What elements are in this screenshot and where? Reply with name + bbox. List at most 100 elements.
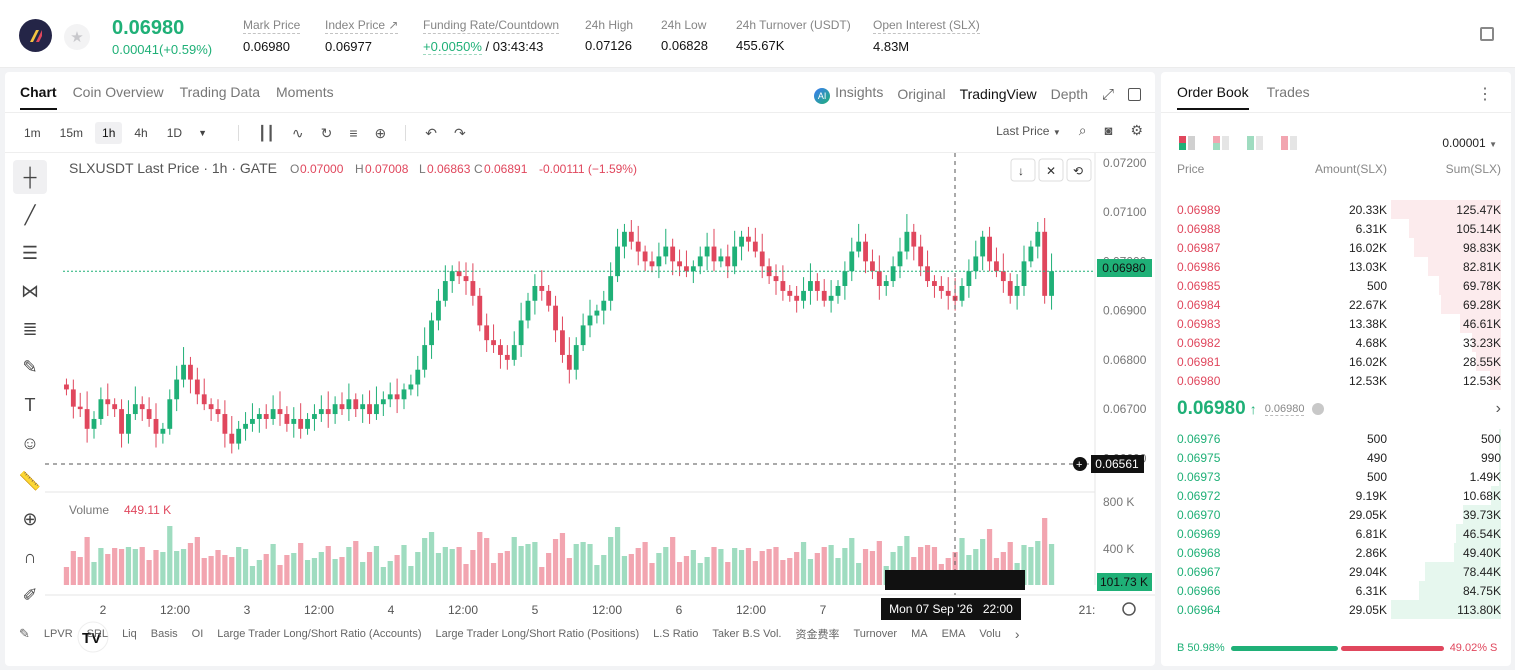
- view-tradingview[interactable]: TradingView: [959, 86, 1037, 102]
- mode-both-icon[interactable]: [1179, 136, 1195, 150]
- ask-row[interactable]: 0.06989 20.33K 125.47K: [1177, 200, 1501, 219]
- indicator-item[interactable]: Large Trader Long/Short Ratio (Positions…: [435, 628, 640, 640]
- tab-order-book[interactable]: Order Book: [1177, 84, 1249, 110]
- timeframe-1m[interactable]: 1m: [24, 126, 41, 140]
- indicator-item[interactable]: LPVR: [43, 628, 73, 640]
- depth-bar: [1462, 505, 1501, 524]
- crosshair-tool-icon[interactable]: ┼: [13, 160, 47, 194]
- stat-label[interactable]: Open Interest (SLX): [873, 18, 980, 34]
- bid-row[interactable]: 0.06969 6.81K 46.54K: [1177, 524, 1501, 543]
- ask-row[interactable]: 0.06980 12.53K 12.53K: [1177, 371, 1501, 390]
- tab-chart[interactable]: Chart: [20, 84, 57, 110]
- brush-tool-icon[interactable]: ✎: [22, 356, 38, 377]
- stat-label[interactable]: Funding Rate/Countdown: [423, 18, 560, 34]
- view-insights[interactable]: AI Insights: [814, 84, 883, 104]
- indicator-item[interactable]: EMA: [941, 628, 966, 640]
- candle-body: [842, 271, 848, 286]
- more-options-icon[interactable]: ⋮: [1477, 86, 1493, 103]
- bid-row[interactable]: 0.06976 500 500: [1177, 429, 1501, 448]
- indicator-item[interactable]: Large Trader Long/Short Ratio (Accounts): [217, 628, 422, 640]
- ask-row[interactable]: 0.06985 500 69.78K: [1177, 276, 1501, 295]
- indicator-item[interactable]: MA: [911, 628, 928, 640]
- bid-row[interactable]: 0.06966 6.31K 84.75K: [1177, 581, 1501, 600]
- timeframe-1h[interactable]: 1h: [95, 122, 123, 144]
- indicator-item[interactable]: OI: [191, 628, 204, 640]
- bid-row[interactable]: 0.06967 29.04K 78.44K: [1177, 562, 1501, 581]
- redo-icon[interactable]: ↷: [453, 124, 466, 141]
- favorite-star-icon[interactable]: ★: [64, 24, 90, 50]
- bid-row[interactable]: 0.06964 29.05K 113.80K: [1177, 600, 1501, 619]
- fib-tool-icon[interactable]: ≣: [22, 318, 38, 339]
- templates-icon[interactable]: ≡: [349, 125, 358, 141]
- volume-bar: [311, 558, 318, 585]
- text-tool-icon[interactable]: T: [24, 394, 36, 415]
- ruler-tool-icon[interactable]: 📏: [18, 470, 42, 491]
- mode-bids-icon[interactable]: [1247, 136, 1263, 150]
- zoom-tool-icon[interactable]: ⊕: [22, 508, 38, 529]
- timeframe-1d[interactable]: 1D: [166, 126, 183, 140]
- chevron-right-icon[interactable]: ›: [1495, 400, 1501, 417]
- tab-trades[interactable]: Trades: [1266, 84, 1310, 100]
- undo-icon[interactable]: ↶: [425, 124, 437, 141]
- tab-trading-data[interactable]: Trading Data: [179, 84, 261, 100]
- bid-row[interactable]: 0.06975 490 990: [1177, 448, 1501, 467]
- search-icon[interactable]: ⌕: [1078, 122, 1087, 138]
- scroll-down-button[interactable]: [1010, 158, 1036, 182]
- ask-row[interactable]: 0.06983 13.38K 46.61K: [1177, 314, 1501, 333]
- indicator-item[interactable]: Taker B.S Vol.: [712, 628, 782, 640]
- indicator-item[interactable]: Volu: [979, 628, 1001, 640]
- price-type-select[interactable]: Last Price ▼: [996, 124, 1061, 138]
- settings-icon[interactable]: ⚙: [1130, 122, 1143, 138]
- ask-row[interactable]: 0.06981 16.02K 28.55K: [1177, 352, 1501, 371]
- collapse-button[interactable]: [1038, 158, 1064, 182]
- tab-moments[interactable]: Moments: [276, 84, 334, 100]
- magnet-tool-icon[interactable]: ∩: [23, 546, 37, 567]
- volume-bar: [552, 539, 559, 585]
- ask-row[interactable]: 0.06982 4.68K 33.23K: [1177, 333, 1501, 352]
- book-icon[interactable]: [1480, 27, 1494, 41]
- precision-select[interactable]: 0.00001 ▼: [1442, 136, 1497, 150]
- bid-row[interactable]: 0.06973 500 1.49K: [1177, 467, 1501, 486]
- mode-asks-icon[interactable]: [1281, 136, 1297, 150]
- chart-settings-icon[interactable]: [1122, 602, 1136, 616]
- candle-type-icon[interactable]: ┃┃: [258, 124, 275, 141]
- indicator-item[interactable]: Liq: [122, 628, 137, 640]
- replay-icon[interactable]: ↻: [320, 124, 333, 141]
- ask-row[interactable]: 0.06987 16.02K 98.83K: [1177, 238, 1501, 257]
- stat-label[interactable]: Index Price ↗: [325, 18, 399, 34]
- indicator-item[interactable]: SRL: [86, 628, 109, 640]
- bid-row[interactable]: 0.06970 29.05K 39.73K: [1177, 505, 1501, 524]
- indicator-item[interactable]: Basis: [150, 628, 178, 640]
- bid-row[interactable]: 0.06972 9.19K 10.68K: [1177, 486, 1501, 505]
- add-indicator-icon[interactable]: ⊕: [374, 124, 387, 141]
- horizontal-lines-tool-icon[interactable]: ☰: [21, 242, 39, 263]
- bid-row[interactable]: 0.06968 2.86K 49.40K: [1177, 543, 1501, 562]
- timeframe-15m[interactable]: 15m: [59, 126, 84, 140]
- pencil-icon[interactable]: ✎: [19, 626, 30, 641]
- indicator-item[interactable]: Turnover: [853, 628, 898, 640]
- price-chart[interactable]: SLXUSDT Last Price · 1h · GATE O 0.07000…: [45, 153, 1155, 665]
- timeframe-4h[interactable]: 4h: [134, 126, 148, 140]
- view-original[interactable]: Original: [897, 86, 946, 102]
- chevron-right-icon[interactable]: ›: [1014, 626, 1020, 642]
- indicator-item[interactable]: 资金费率: [795, 629, 840, 641]
- window-icon[interactable]: [1128, 87, 1141, 101]
- view-depth[interactable]: Depth: [1050, 86, 1088, 102]
- add-alert-icon[interactable]: [1073, 457, 1087, 471]
- ask-row[interactable]: 0.06984 22.67K 69.28K: [1177, 295, 1501, 314]
- camera-icon[interactable]: ◙: [1104, 123, 1113, 138]
- trendline-tool-icon[interactable]: ╱: [24, 204, 36, 225]
- expand-icon[interactable]: ⤢: [1101, 85, 1114, 103]
- indicator-item[interactable]: L.S Ratio: [653, 628, 699, 640]
- timeframe-dropdown-icon[interactable]: ▼: [198, 128, 207, 138]
- refresh-button[interactable]: [1066, 158, 1092, 182]
- pencil-lock-icon[interactable]: ✐: [22, 584, 38, 605]
- pattern-tool-icon[interactable]: ⋈: [21, 280, 39, 301]
- mode-both-light-icon[interactable]: [1213, 136, 1229, 150]
- indicators-icon[interactable]: ∿: [291, 124, 304, 141]
- emoji-tool-icon[interactable]: ☺: [20, 432, 40, 453]
- ask-row[interactable]: 0.06986 13.03K 82.81K: [1177, 257, 1501, 276]
- stat-label[interactable]: Mark Price: [243, 18, 301, 34]
- ask-row[interactable]: 0.06988 6.31K 105.14K: [1177, 219, 1501, 238]
- tab-coin-overview[interactable]: Coin Overview: [72, 84, 164, 100]
